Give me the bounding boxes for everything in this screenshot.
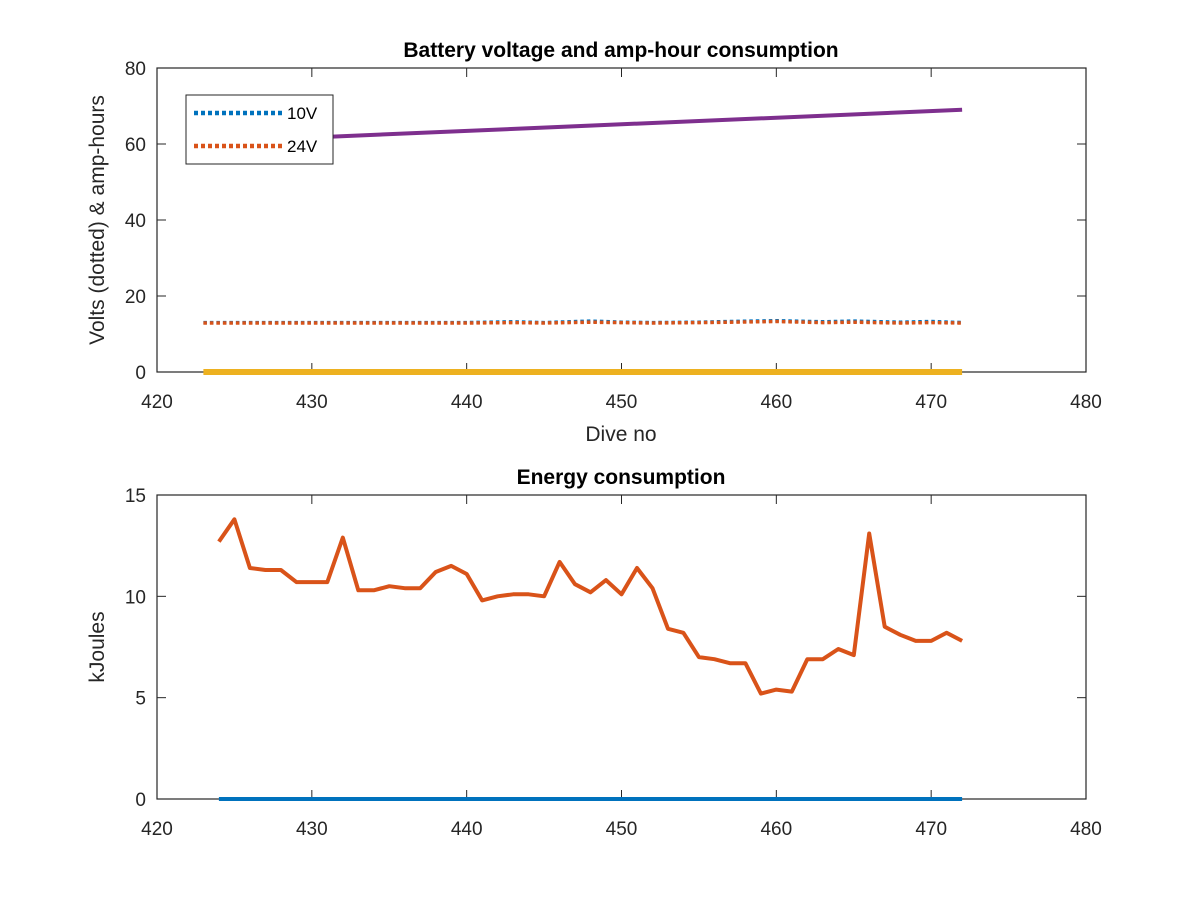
energy-y-tick-label: 5 [135, 689, 146, 710]
voltage-y-tick-label: 20 [125, 287, 146, 308]
energy-x-tick-label: 450 [606, 819, 638, 840]
voltage-series-24v-line [203, 319, 963, 325]
voltage-legend: 10V 24V [185, 94, 334, 165]
voltage-x-tick-label: 440 [451, 392, 483, 413]
voltage-x-tick-label: 420 [141, 392, 173, 413]
voltage-y-tick-label: 0 [135, 363, 146, 384]
energy-axes: Energy consumption kJoules 420 430 440 450 4… [86, 466, 1102, 840]
voltage-y-tick-label: 40 [125, 211, 146, 232]
energy-x-tick-label: 460 [760, 819, 792, 840]
voltage-y-axis-label: Volts (dotted) & amp-hours [86, 95, 109, 345]
voltage-x-tick-label: 450 [606, 392, 638, 413]
legend-label-10v: 10V [287, 104, 318, 123]
energy-chart-title: Energy consumption [517, 466, 726, 489]
energy-x-tick-label: 430 [296, 819, 328, 840]
energy-axes-box [156, 494, 1087, 800]
energy-y-tick-label: 0 [135, 790, 146, 811]
energy-y-tick-label: 15 [125, 486, 146, 507]
voltage-chart-title: Battery voltage and amp-hour consumption [403, 39, 838, 62]
energy-x-tick-label: 420 [141, 819, 173, 840]
voltage-y-tick-label: 60 [125, 135, 146, 156]
energy-ticks: 420 430 440 450 460 470 480 0 5 10 15 [125, 486, 1102, 840]
energy-series [217, 517, 964, 801]
voltage-axes: Battery voltage and amp-hour consumption… [86, 39, 1102, 446]
energy-y-axis-label: kJoules [86, 611, 109, 682]
voltage-x-axis-label: Dive no [585, 423, 656, 446]
energy-x-tick-label: 440 [451, 819, 483, 840]
voltage-x-tick-label: 430 [296, 392, 328, 413]
energy-x-tick-label: 470 [915, 819, 947, 840]
voltage-x-tick-label: 470 [915, 392, 947, 413]
energy-y-tick-label: 10 [125, 587, 146, 608]
voltage-ticks: 420 430 440 450 460 470 480 0 20 40 60 80 [125, 59, 1102, 413]
legend-box [185, 94, 334, 165]
energy-x-tick-label: 480 [1070, 819, 1102, 840]
voltage-y-tick-label: 80 [125, 59, 146, 80]
voltage-x-tick-label: 480 [1070, 392, 1102, 413]
energy-series-0-line [217, 517, 964, 696]
voltage-x-tick-label: 460 [760, 392, 792, 413]
legend-label-24v: 24V [287, 137, 318, 156]
